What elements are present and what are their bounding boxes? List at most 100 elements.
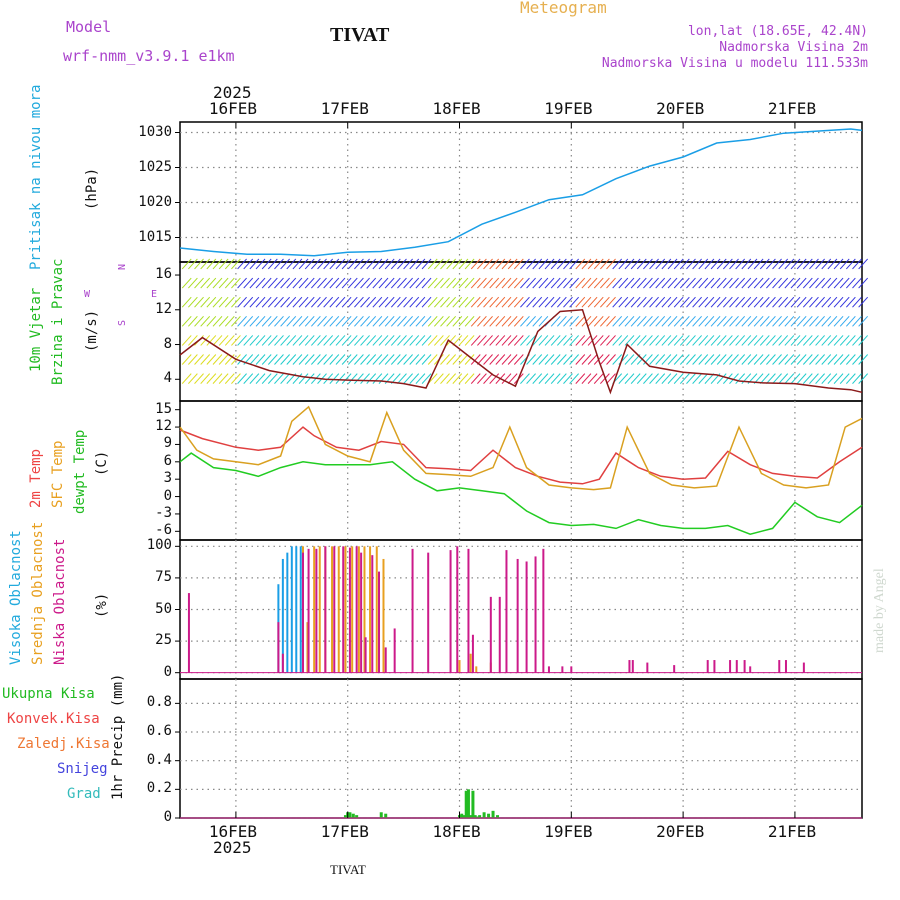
wind-barb [200, 335, 211, 346]
wind-barb [858, 373, 869, 384]
ytick-label-cloud: 75 [155, 568, 172, 585]
wind-barb [292, 258, 303, 270]
wind-barb [593, 335, 604, 346]
bar-cloud [344, 546, 347, 673]
ytick-label-pressure: 1015 [138, 228, 172, 245]
wind-barb [550, 315, 561, 327]
wind-barb [181, 373, 192, 384]
wind-barb [421, 258, 432, 270]
wind-barb [766, 373, 776, 384]
wind-barb [317, 277, 327, 289]
wind-barb [347, 335, 358, 346]
wind-barb [729, 354, 739, 365]
wind-barb [563, 315, 573, 327]
wind-barb [630, 296, 641, 308]
wind-barb [587, 373, 598, 384]
wind-barb [679, 315, 690, 327]
wind-barb [569, 277, 580, 289]
wind-barb [673, 277, 684, 289]
wind-barb [550, 373, 561, 384]
bottom-year-label: 2025 [213, 838, 252, 857]
wind-barb [489, 277, 500, 289]
bar-cloud [306, 622, 309, 673]
wind-barb [237, 354, 247, 365]
wind-barb [790, 315, 801, 327]
wind-barb [384, 335, 395, 346]
wind-barb [427, 277, 438, 289]
wind-barb [550, 296, 561, 308]
top-year-label: 2025 [213, 83, 252, 102]
wind-barb [378, 335, 389, 346]
wind-barb [606, 315, 616, 327]
wind-barb [661, 277, 672, 289]
wind-barb [237, 335, 247, 346]
wind-barb [292, 296, 303, 308]
wind-barb [224, 335, 235, 346]
bar-precip [348, 812, 352, 818]
legend-total-rain: Ukupna Kisa [2, 686, 95, 702]
wind-barb [341, 373, 352, 384]
wind-barb [372, 277, 383, 289]
wind-barb [354, 258, 364, 270]
wind-barb [587, 296, 598, 308]
wind-barb [372, 315, 383, 327]
ytick-label-cloud: 25 [155, 632, 172, 649]
wind-barb [249, 315, 260, 327]
wind-barb [261, 258, 272, 270]
wind-barb [212, 258, 223, 270]
wind-barb [661, 373, 672, 384]
wind-barb [649, 335, 659, 346]
compass-west-label: W [84, 289, 91, 300]
compass-east-label: E [151, 289, 158, 300]
wind-barb [526, 277, 536, 289]
bar-cloud [290, 546, 293, 673]
wind-barb [532, 277, 543, 289]
wind-barb [716, 315, 727, 327]
bottom-time-tick-label: 20FEB [656, 822, 705, 841]
wind-barb [759, 277, 770, 289]
wind-barb [729, 296, 739, 308]
wind-barb [329, 354, 340, 365]
bar-cloud [749, 666, 752, 673]
wind-barb [581, 373, 592, 384]
wind-barb [630, 335, 641, 346]
wind-barb [470, 258, 481, 270]
wind-barb [378, 373, 389, 384]
wind-barb [231, 335, 241, 346]
wind-barb [360, 373, 370, 384]
wind-barb [310, 277, 321, 289]
wind-barb [606, 373, 616, 384]
wind-barb [575, 373, 586, 384]
wind-barb [384, 277, 395, 289]
wind-barb [655, 335, 666, 346]
series-line-temperature-0 [179, 426, 863, 485]
wind-barb [692, 315, 702, 327]
wind-barb [643, 258, 653, 270]
bar-cloud [355, 546, 358, 673]
wind-barb [772, 373, 782, 384]
wind-barb [464, 373, 475, 384]
wind-barb [470, 335, 481, 346]
bar-cloud [307, 548, 310, 673]
bar-cloud [498, 596, 501, 673]
wind-barb [440, 335, 450, 346]
wind-barb [317, 315, 327, 327]
wind-barb [710, 335, 721, 346]
ytick-label-precip: 0.4 [146, 751, 172, 768]
wind-barb [427, 335, 438, 346]
wind-barb [483, 258, 493, 270]
wind-barb [520, 335, 530, 346]
wind-barb [673, 296, 684, 308]
bar-cloud [371, 555, 374, 673]
wind-barb [852, 296, 862, 308]
wind-barb [421, 315, 432, 327]
wind-barb [692, 354, 702, 365]
wind-barb [218, 315, 229, 327]
wind-barb [741, 277, 752, 289]
wind-barb [390, 296, 401, 308]
wind-barb [384, 315, 395, 327]
wind-barb [495, 354, 506, 365]
wind-barb [538, 373, 549, 384]
wind-barb [440, 354, 450, 365]
wind-barb [710, 354, 721, 365]
